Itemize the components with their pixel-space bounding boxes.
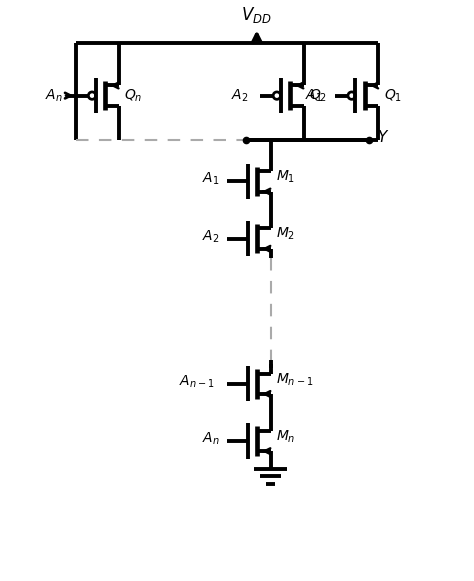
Text: $V_{DD}$: $V_{DD}$: [241, 5, 272, 25]
Text: $A_{n-1}$: $A_{n-1}$: [180, 374, 215, 390]
Text: $A_2$: $A_2$: [230, 87, 248, 104]
Text: $Y$: $Y$: [377, 130, 389, 145]
Text: $Q_1$: $Q_1$: [384, 87, 402, 104]
Text: $A_n$: $A_n$: [46, 87, 63, 104]
Text: $A_1$: $A_1$: [305, 87, 323, 104]
Text: $A_n$: $A_n$: [201, 431, 219, 447]
Text: $Q_n$: $Q_n$: [124, 87, 143, 104]
Text: $Q_2$: $Q_2$: [309, 87, 327, 104]
Text: $M_2$: $M_2$: [276, 226, 295, 242]
Text: $M_n$: $M_n$: [276, 428, 295, 445]
Text: $A_2$: $A_2$: [202, 228, 219, 245]
Text: $M_1$: $M_1$: [276, 169, 295, 185]
Text: $M_{n-1}$: $M_{n-1}$: [276, 371, 313, 388]
Text: $A_1$: $A_1$: [202, 171, 219, 188]
